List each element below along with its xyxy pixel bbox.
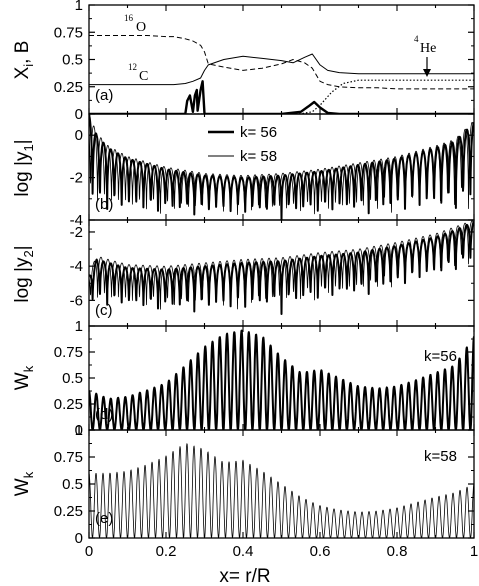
x-axis-label: x= r/R <box>219 566 270 586</box>
c12-mass-number: 12 <box>128 62 137 72</box>
plot-area <box>89 35 474 114</box>
y-tick-label: -2 <box>70 170 83 187</box>
he4-element: He <box>420 41 436 56</box>
y-tick-label: 1 <box>75 422 83 439</box>
y-axis-label-main: W <box>12 478 33 496</box>
panel-a: 0 0.25 0.5 0.75 1 (a) Xi, B <box>12 0 475 123</box>
series-o16 <box>89 35 474 90</box>
y-tick-label: 1 <box>75 0 83 14</box>
series-k-56 <box>89 220 474 315</box>
he4-arrow-head <box>423 69 431 77</box>
y-tick-label: 0 <box>75 422 83 439</box>
series-k-58 <box>89 443 474 538</box>
series-c12 <box>89 53 474 86</box>
y-tick-label: -4 <box>70 258 83 275</box>
y-tick-label: 0.25 <box>54 396 83 413</box>
panel-c: -6 -4 -2 (c) log |y2| <box>12 219 475 327</box>
series-k-56 <box>89 329 474 430</box>
y-axis-label-sub: 2 <box>21 250 36 257</box>
x-tick-label: 0 <box>85 543 93 560</box>
series-k-58 <box>89 121 474 215</box>
plot-area <box>89 443 474 538</box>
y-tick-label: 1 <box>75 318 83 335</box>
y-axis-label-sub: k <box>21 471 36 478</box>
y-axis-label-main: X <box>12 66 33 79</box>
series-k-58 <box>89 220 474 310</box>
y-tick-label: 0.25 <box>54 79 83 96</box>
y-axis-label: Xi, B <box>12 41 36 80</box>
x-tick-label: 0.8 <box>387 543 408 560</box>
series-he4 <box>89 79 474 114</box>
y-tick-label: 0.75 <box>54 24 83 41</box>
y-axis-label-tail: , B <box>12 41 33 64</box>
panel-b: -4 -2 0 (b) log |y1| <box>12 113 475 229</box>
panel-letter: (b) <box>95 196 113 213</box>
plot-area <box>89 329 474 430</box>
y-tick-label: 0.5 <box>62 370 83 387</box>
y-tick-label: -4 <box>70 212 83 229</box>
legend-label-k56: k= 56 <box>240 124 277 141</box>
x-tick-label: 0.6 <box>310 543 331 560</box>
plot-area <box>89 220 474 315</box>
plot-area <box>89 114 474 220</box>
c12-element: C <box>139 69 148 84</box>
y-axis-label: Wk <box>12 365 36 390</box>
y-axis-label: log |y2| <box>12 245 36 302</box>
y-tick-label: 0.75 <box>54 344 83 361</box>
panel-d-k-label: k=56 <box>424 348 457 365</box>
y-tick-label: 0 <box>75 127 83 144</box>
x-tick-label: 0.4 <box>233 543 254 560</box>
y-axis-label-main: W <box>12 372 33 390</box>
y-tick-label: 0 <box>75 530 83 547</box>
series-b <box>89 80 474 114</box>
y-axis-label: Wk <box>12 471 36 496</box>
y-axis-label-main: log |y <box>12 151 33 197</box>
panel-e-k-label: k=58 <box>424 448 457 465</box>
panel-b-legend: k= 56 k= 58 <box>208 124 277 165</box>
panel-letter: (d) <box>95 406 113 423</box>
o16-mass-number: 16 <box>124 13 134 23</box>
x-tick-label: 1 <box>470 543 478 560</box>
y-tick-label: 0.5 <box>62 52 83 69</box>
y-axis-label-sub: k <box>21 365 36 372</box>
y-axis-label: log |y1| <box>12 139 36 196</box>
y-axis-label-tail: | <box>12 245 33 250</box>
y-axis-label-sub: 1 <box>21 144 36 151</box>
panel-a-annotations: 16 O 12 C 4 He <box>124 13 436 84</box>
panel-letter: (e) <box>95 510 113 527</box>
series-k-56 <box>89 114 474 220</box>
panel-letter: (c) <box>95 302 113 319</box>
y-tick-label: 0 <box>75 106 83 123</box>
panel-letter: (a) <box>95 87 113 104</box>
y-axis-label-main: log |y <box>12 257 33 303</box>
y-axis-label-tail: | <box>12 139 33 144</box>
y-tick-label: -6 <box>70 292 83 309</box>
panel-e: 0 0.25 0.5 0.75 1 (e) Wk 0 0.2 0.4 0.6 0.8 1 <box>12 422 478 560</box>
y-tick-label: -2 <box>70 224 83 241</box>
y-axis-label-sub: i <box>21 64 36 67</box>
y-tick-label: 0.25 <box>54 503 83 520</box>
legend-label-k58: k= 58 <box>240 148 277 165</box>
y-tick-label: 0.75 <box>54 449 83 466</box>
he4-mass-number: 4 <box>414 34 419 44</box>
x-tick-label: 0.2 <box>156 543 177 560</box>
o16-element: O <box>136 20 146 35</box>
y-tick-label: 0.5 <box>62 476 83 493</box>
